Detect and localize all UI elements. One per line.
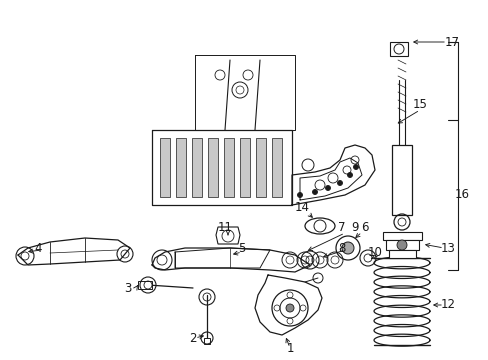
Polygon shape: [256, 138, 265, 197]
Polygon shape: [216, 227, 240, 244]
Polygon shape: [160, 138, 170, 197]
Circle shape: [353, 165, 358, 170]
Text: 15: 15: [412, 99, 427, 112]
Polygon shape: [385, 240, 418, 250]
Polygon shape: [203, 338, 209, 344]
Polygon shape: [388, 250, 415, 258]
Text: 2: 2: [189, 332, 196, 345]
Circle shape: [341, 242, 353, 254]
Text: 1: 1: [285, 342, 293, 355]
Circle shape: [396, 240, 406, 250]
Text: 3: 3: [124, 282, 131, 294]
Text: 11: 11: [217, 221, 232, 234]
Polygon shape: [176, 138, 185, 197]
Circle shape: [312, 189, 317, 194]
Ellipse shape: [305, 218, 334, 234]
Text: 14: 14: [294, 202, 309, 215]
Polygon shape: [271, 138, 282, 197]
Text: 16: 16: [453, 189, 468, 202]
Polygon shape: [224, 138, 234, 197]
Text: 9: 9: [350, 221, 358, 234]
Text: 13: 13: [440, 242, 454, 255]
Polygon shape: [389, 42, 407, 56]
Text: 5: 5: [238, 242, 245, 255]
Text: 8: 8: [338, 242, 345, 255]
Polygon shape: [240, 138, 249, 197]
Polygon shape: [207, 138, 218, 197]
Text: 6: 6: [361, 221, 368, 234]
Circle shape: [285, 304, 293, 312]
Circle shape: [347, 172, 352, 177]
Text: 7: 7: [338, 221, 345, 234]
Text: 10: 10: [367, 246, 382, 258]
Circle shape: [337, 180, 342, 185]
Polygon shape: [391, 145, 411, 215]
Circle shape: [325, 185, 330, 190]
Text: 4: 4: [34, 242, 41, 255]
Circle shape: [297, 193, 302, 198]
Text: 17: 17: [444, 36, 459, 49]
Text: 12: 12: [440, 298, 454, 311]
Polygon shape: [192, 138, 202, 197]
Polygon shape: [138, 281, 152, 289]
Polygon shape: [382, 232, 421, 240]
